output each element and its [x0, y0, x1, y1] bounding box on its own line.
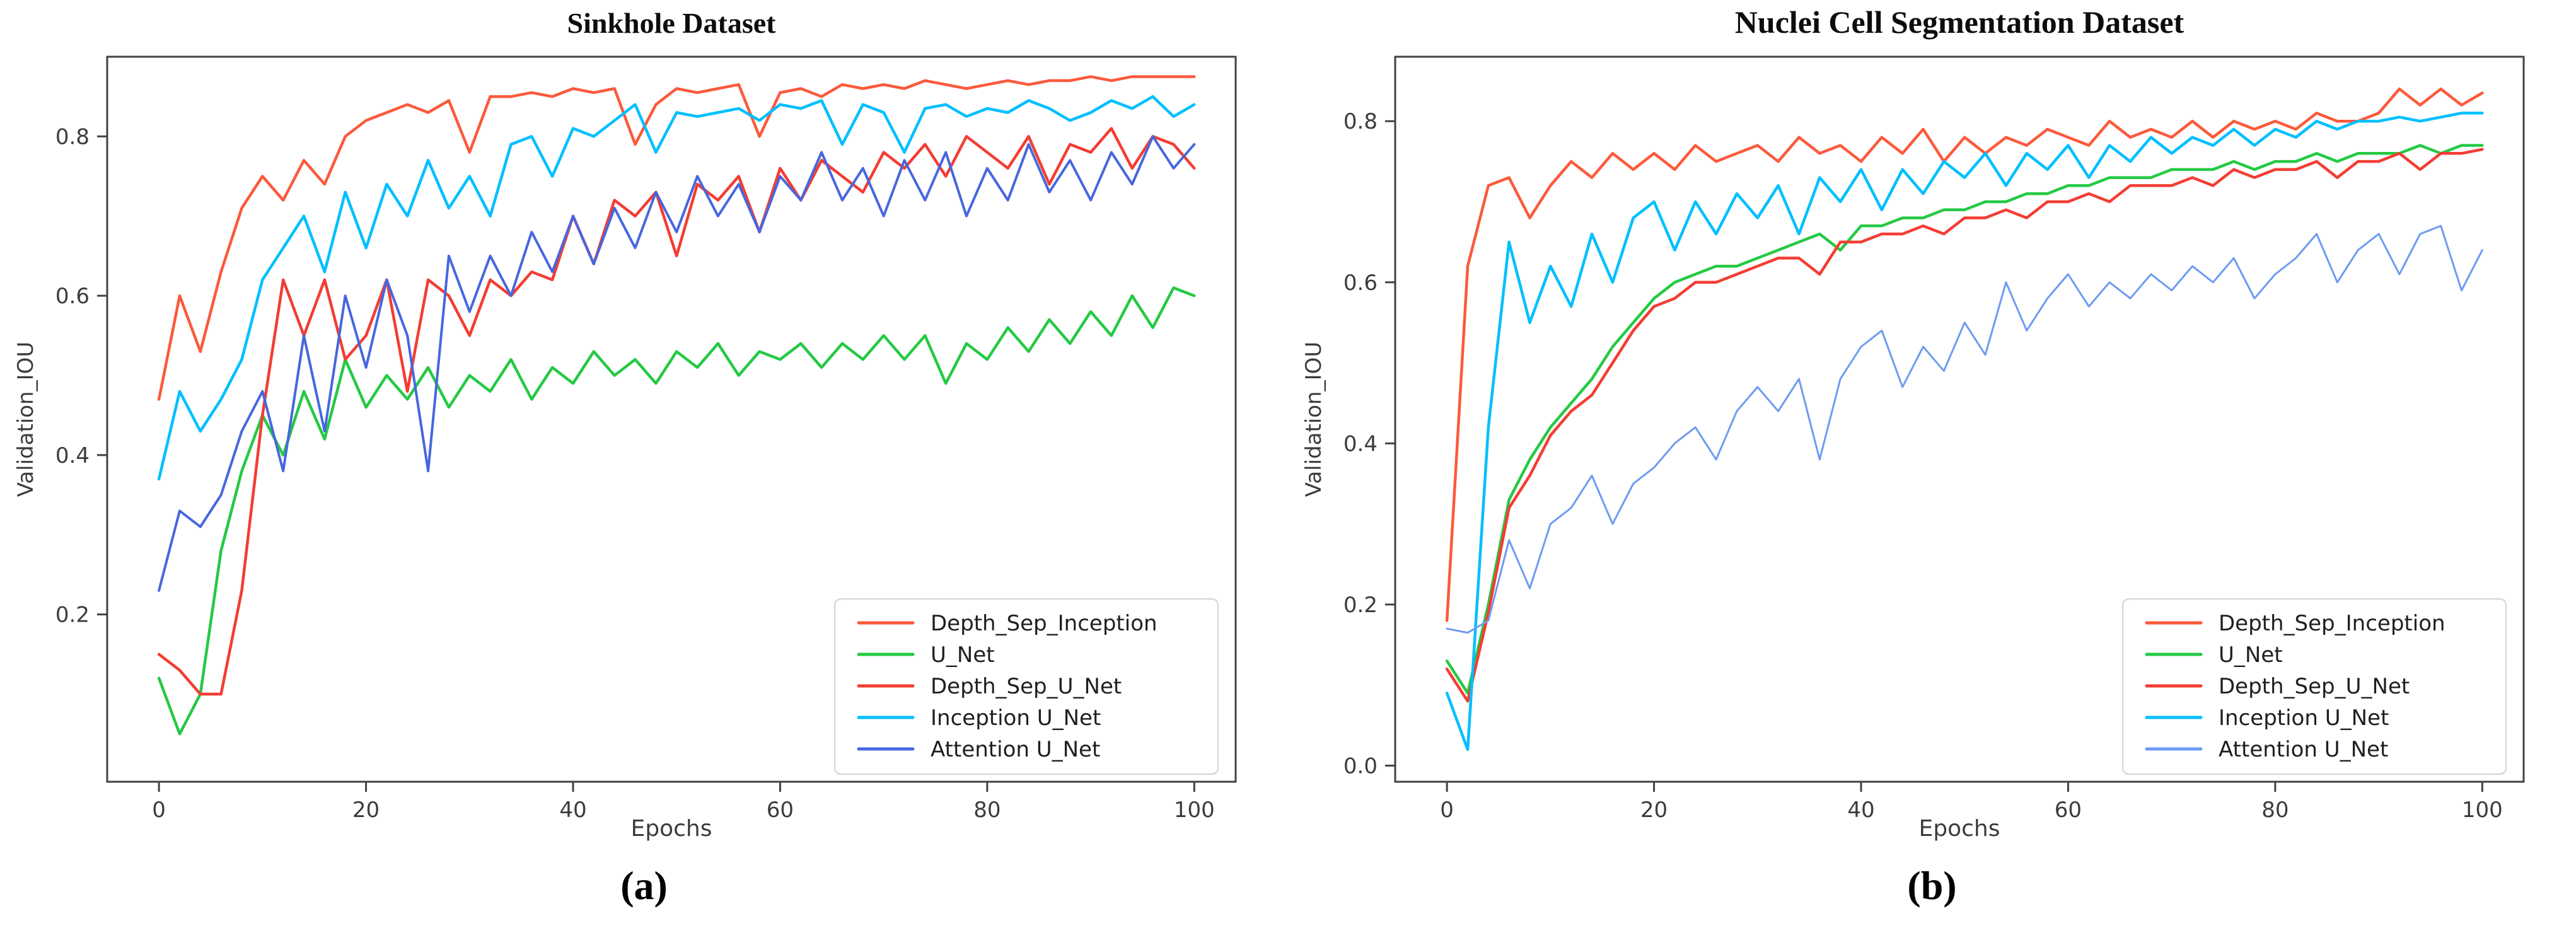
- sinkhole-chart: Sinkhole Dataset 0 20 40 60 80 100 0.2 0.4 0.6 0.…: [13, 7, 1237, 842]
- x-tick-label: 80: [973, 798, 1001, 823]
- x-axis-label: Epochs: [631, 816, 712, 842]
- legend-label-Attention U_Net: Attention U_Net: [2219, 737, 2388, 762]
- chart-panel-b: Nuclei Cell Segmentation Dataset 0 20 40 60…: [1288, 0, 2576, 928]
- y-tick-label: 0.8: [55, 124, 90, 149]
- x-tick-label: 60: [2055, 798, 2082, 823]
- y-axis-label: Validation_IOU: [13, 342, 38, 497]
- x-tick-label: 80: [2261, 798, 2289, 823]
- x-tick-label: 40: [1847, 798, 1874, 823]
- chart-title: Sinkhole Dataset: [567, 7, 777, 39]
- series-line-Depth_Sep_Inception: [157, 75, 1196, 401]
- x-tick-label: 0: [152, 798, 166, 823]
- legend-label-U_Net: U_Net: [931, 642, 995, 668]
- nuclei-chart: Nuclei Cell Segmentation Dataset 0 20 40 60…: [1301, 4, 2525, 842]
- legend-label-Attention U_Net: Attention U_Net: [931, 737, 1100, 762]
- x-tick-label: 100: [1174, 798, 1215, 823]
- legend-label-Depth_Sep_U_Net: Depth_Sep_U_Net: [2219, 674, 2410, 699]
- panel-caption-a: (a): [620, 863, 668, 908]
- series-line-Attention U_Net: [158, 135, 1196, 592]
- chart-title: Nuclei Cell Segmentation Dataset: [1735, 4, 2184, 40]
- x-tick-label: 20: [352, 798, 380, 823]
- y-tick-label: 0.8: [1343, 109, 1378, 134]
- series-line-U_Net: [157, 286, 1196, 736]
- x-tick-label: 60: [767, 798, 794, 823]
- series-line-Depth_Sep_U_Net: [157, 127, 1196, 696]
- chart-panel-a: Sinkhole Dataset 0 20 40 60 80 100 0.2 0.4 0.6 0.…: [13, 7, 1237, 908]
- axes-frame: [1394, 55, 2525, 783]
- y-tick-label: 0.4: [1343, 431, 1378, 456]
- y-tick-label: 0.0: [1343, 753, 1378, 779]
- series-line-U_Net: [1445, 144, 2484, 695]
- legend-label-Inception U_Net: Inception U_Net: [931, 705, 1101, 731]
- legend-label-Depth_Sep_Inception: Depth_Sep_Inception: [931, 611, 1157, 636]
- legend-box: [2121, 598, 2507, 775]
- axes-frame: [106, 55, 1237, 783]
- y-tick-label: 0.6: [1343, 270, 1378, 296]
- series-line-Inception U_Net: [1445, 112, 2484, 751]
- plot-area: 0 20 40 60 80 100 0.0 0.2 0.4 0.6 0.8 Depth_Sep_Inc…: [1343, 55, 2525, 823]
- x-axis-label: Epochs: [1919, 816, 2000, 842]
- x-tick-label: 0: [1440, 798, 1454, 823]
- panel-caption-b: (b): [1907, 863, 1957, 908]
- legend-label-Inception U_Net: Inception U_Net: [2219, 705, 2389, 731]
- y-tick-label: 0.6: [55, 284, 90, 309]
- series-line-Attention U_Net: [1446, 224, 2483, 634]
- legend-label-U_Net: U_Net: [2219, 642, 2283, 668]
- series-line-Inception U_Net: [157, 95, 1196, 481]
- y-axis-label: Validation_IOU: [1301, 342, 1326, 497]
- x-tick-label: 100: [2462, 798, 2503, 823]
- y-tick-label: 0.4: [55, 443, 90, 468]
- series-line-Depth_Sep_U_Net: [1445, 148, 2484, 703]
- series-line-Depth_Sep_Inception: [1445, 87, 2484, 622]
- y-tick-label: 0.2: [1343, 593, 1378, 618]
- x-tick-label: 40: [559, 798, 586, 823]
- plot-area: 0 20 40 60 80 100 0.2 0.4 0.6 0.8 Depth_Sep_Incept…: [55, 55, 1237, 823]
- x-tick-label: 20: [1640, 798, 1668, 823]
- legend-box: [833, 598, 1219, 775]
- legend-label-Depth_Sep_U_Net: Depth_Sep_U_Net: [931, 674, 1122, 699]
- y-tick-label: 0.2: [55, 603, 90, 628]
- legend-label-Depth_Sep_Inception: Depth_Sep_Inception: [2219, 611, 2445, 636]
